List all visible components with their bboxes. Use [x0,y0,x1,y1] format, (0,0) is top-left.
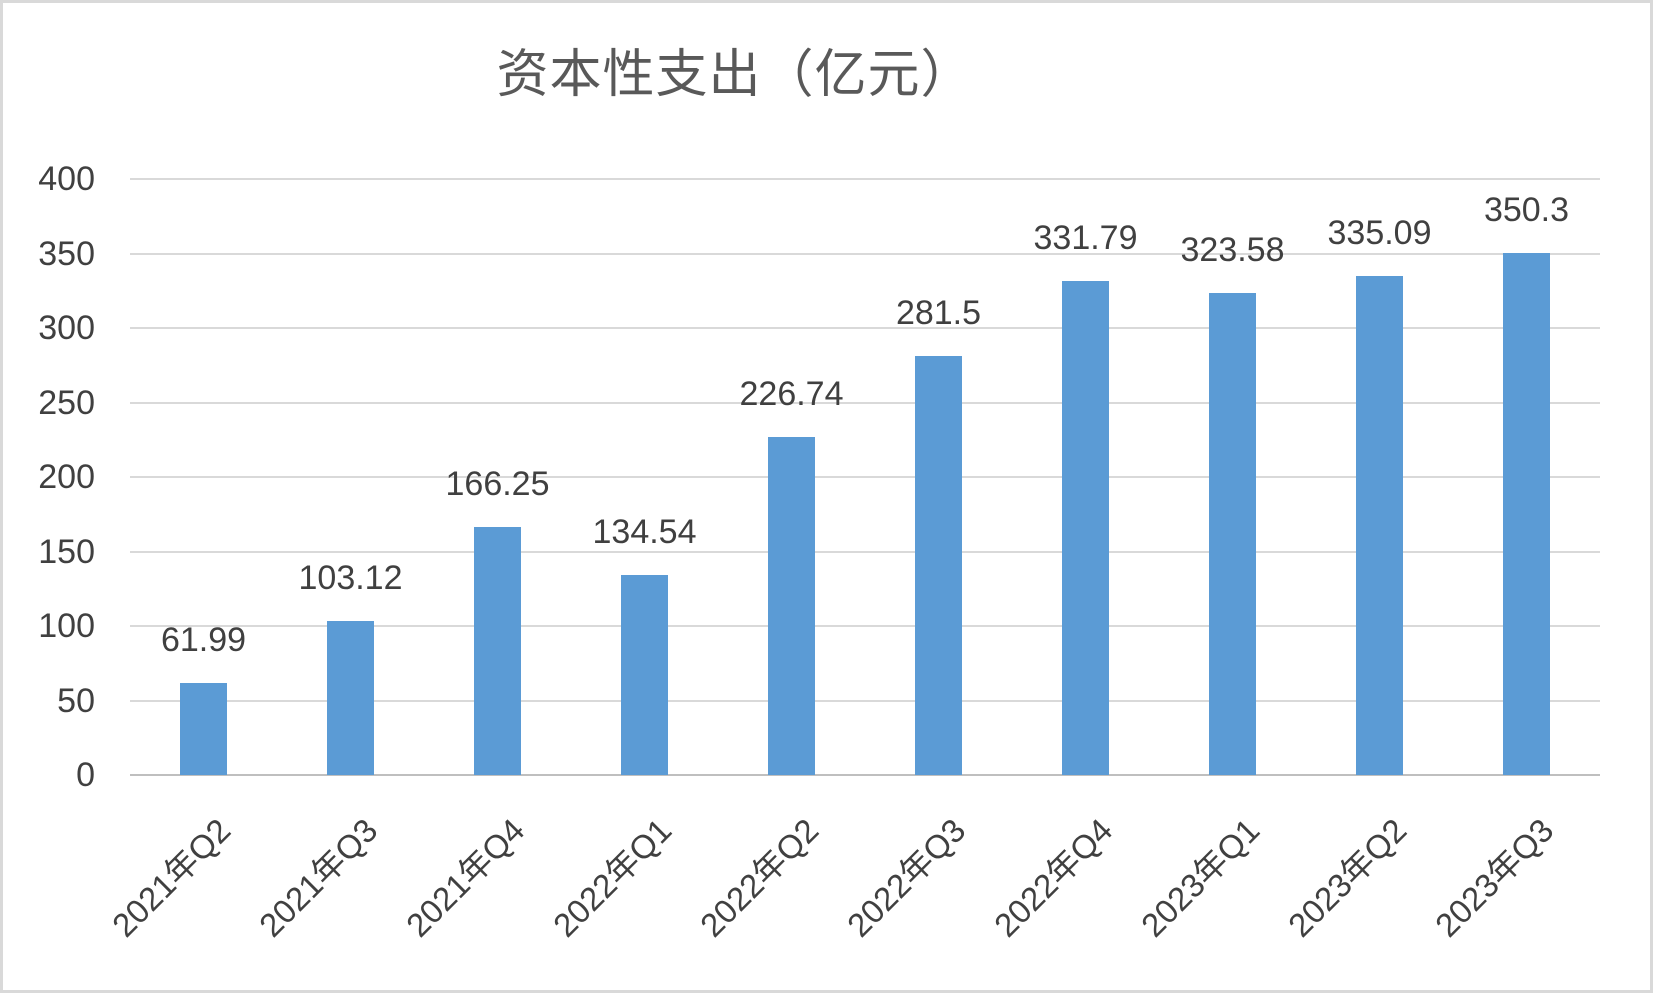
bar-value-label: 134.54 [592,512,697,551]
y-tick-label-150: 150 [38,532,95,571]
gridline-50 [130,699,1600,702]
bar-2021年Q3 [327,621,374,775]
bar-2023年Q3 [1503,253,1550,775]
y-tick-label-50: 50 [57,681,95,720]
bar-value-label: 103.12 [298,559,403,598]
y-tick-label-350: 350 [38,234,95,273]
bar-2021年Q4 [474,527,521,775]
gridline-350 [130,252,1600,255]
bar-value-label: 331.79 [1033,218,1138,257]
bar-2022年Q1 [621,574,668,775]
bar-value-label: 350.3 [1483,191,1570,230]
gridline-400 [130,178,1600,180]
bar-value-label: 323.58 [1180,230,1285,269]
y-tick-label-200: 200 [38,458,95,496]
bar-2023年Q1 [1209,292,1256,775]
gridline-300 [130,327,1600,329]
y-tick-label-100: 100 [38,607,95,645]
y-tick-label-0: 0 [76,756,95,794]
gridline-250 [130,401,1600,404]
bar-2022年Q4 [1062,280,1109,775]
bar-value-label: 166.25 [445,465,550,504]
y-tick-label-250: 250 [38,383,95,422]
bar-2022年Q3 [915,355,962,775]
plot-area: 61.99 103.12 166.25 134.54 226.74 281.5 331.79… [130,178,1600,776]
bar-2023年Q2 [1356,275,1403,775]
bar-value-label: 335.09 [1327,213,1432,252]
bar-2022年Q2 [768,437,815,775]
x-category-label-2021年Q2: 2021年Q2 [104,811,237,944]
gridline-200 [130,476,1600,478]
y-tick-label-400: 400 [38,160,95,198]
bar-2021年Q2 [180,682,227,775]
bar-value-label: 226.74 [739,375,844,414]
gridline-100 [130,625,1600,627]
bar-value-label: 61.99 [160,620,247,659]
bar-value-label: 281.5 [895,293,982,332]
chart-title: 资本性支出（亿元） [496,46,974,104]
y-tick-label-300: 300 [38,309,95,347]
gridline-150 [130,550,1600,553]
x-axis-line [130,774,1600,776]
